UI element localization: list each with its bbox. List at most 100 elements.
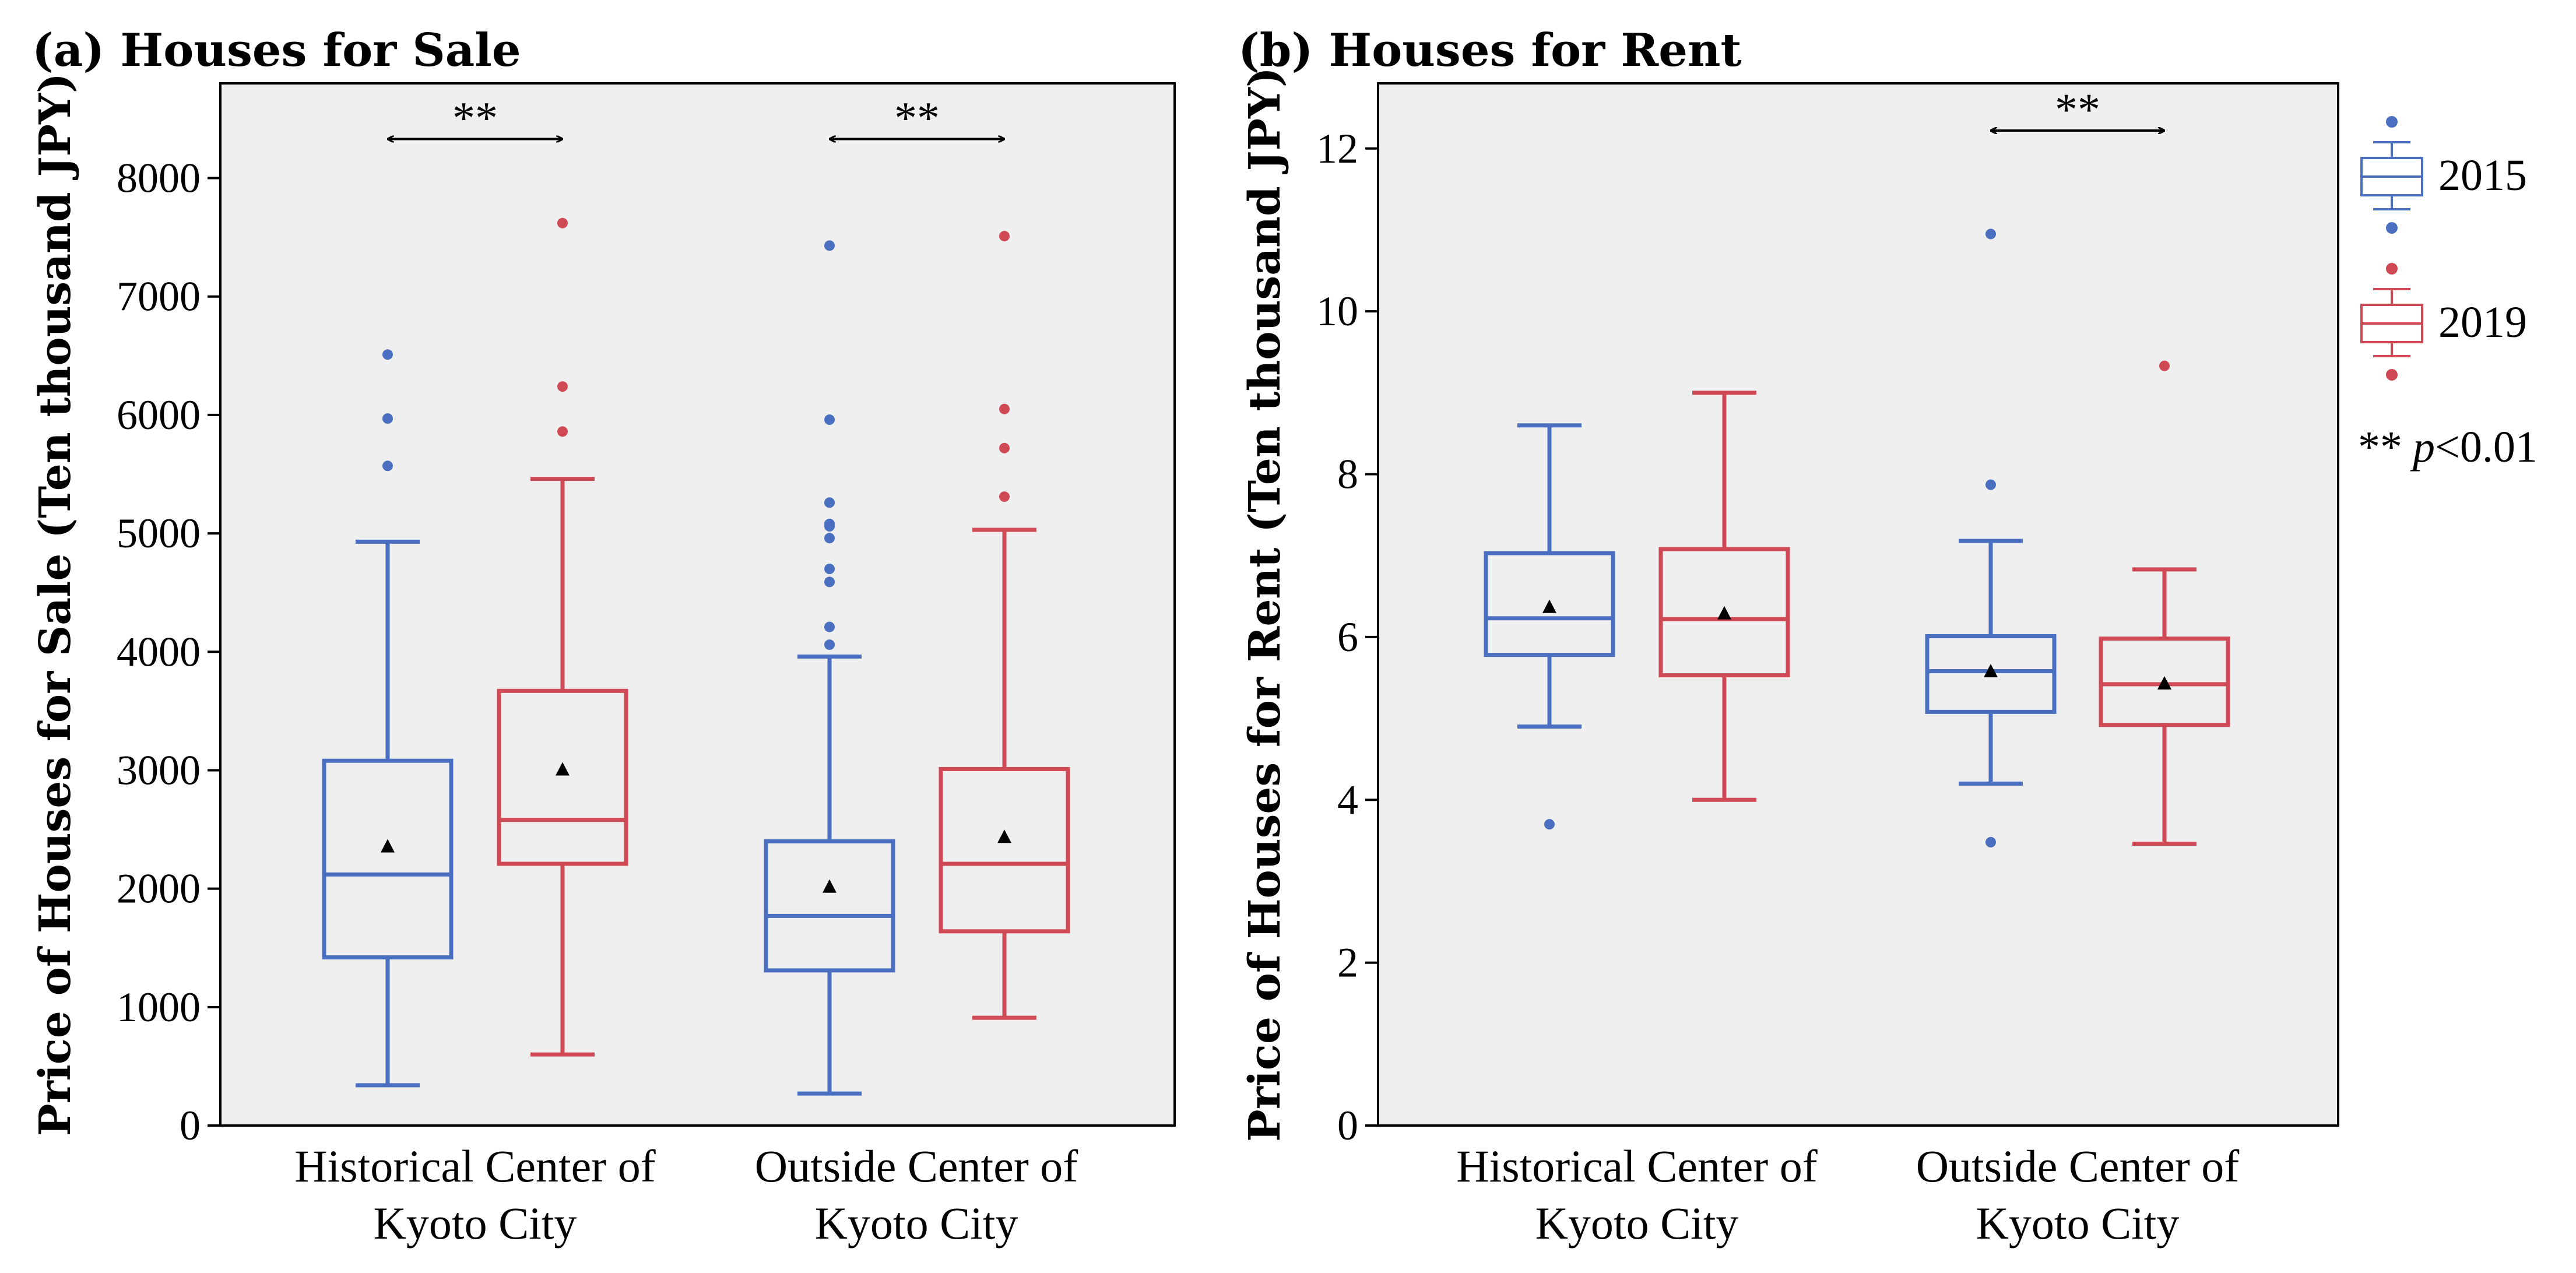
significance-label: ** <box>452 92 498 143</box>
outlier-point <box>557 381 568 392</box>
box-2015-category-1 <box>1484 423 1615 830</box>
significance-label: ** <box>894 92 940 143</box>
mean-marker <box>556 762 570 776</box>
legend-item-2015: 2015 <box>2360 116 2527 234</box>
panel-a-category-1-line2: Kyoto City <box>374 1198 577 1249</box>
outlier-point <box>1985 228 1996 240</box>
panel-b-y-ticks: 0 2 4 6 8 10 12 <box>1316 125 1378 1149</box>
y-tick-label: 7000 <box>117 273 201 320</box>
iqr-box <box>764 839 895 973</box>
panel-b-category-1-line2: Kyoto City <box>1535 1198 1739 1249</box>
panel-a-title: (a) Houses for Sale <box>32 24 521 77</box>
y-tick-label: 1000 <box>117 984 201 1031</box>
y-tick-label: 8000 <box>117 155 201 202</box>
y-tick-label: 4000 <box>117 628 201 675</box>
y-tick-label: 2 <box>1337 940 1358 986</box>
panel-b-title: (b) Houses for Rent <box>1238 24 1742 77</box>
mean-marker <box>1717 606 1731 620</box>
box-2015-category-2 <box>1925 228 2057 848</box>
significance-bracket: ** <box>388 92 563 143</box>
outlier-point <box>999 442 1010 453</box>
legend-item-2019: 2019 <box>2360 263 2527 381</box>
legend: 2015 2019 ** p<0.01 <box>2358 116 2538 472</box>
y-tick-label: 8 <box>1337 451 1358 498</box>
outlier-point <box>382 413 393 424</box>
outlier-point <box>999 403 1010 414</box>
outlier-point <box>824 497 835 508</box>
outlier-point <box>824 621 835 632</box>
panel-a-boxes: ** ** <box>322 92 1070 1096</box>
iqr-box <box>939 766 1070 934</box>
iqr-box <box>2099 636 2230 727</box>
panel-b-plot-area <box>1377 82 2339 1127</box>
significance-bracket: ** <box>1991 84 2164 135</box>
box-2019-category-1 <box>1658 391 1790 802</box>
panel-a-category-2-line2: Kyoto City <box>815 1198 1018 1249</box>
legend-outlier-top <box>2386 116 2398 128</box>
panel-a-category-2-line1: Outside Center of <box>755 1141 1078 1191</box>
outlier-point <box>382 349 393 360</box>
outlier-point <box>557 426 568 437</box>
panel-a-y-axis-label: Price of Houses for Sale (Ten thousand J… <box>30 73 80 1136</box>
legend-2015-box-glyph <box>2360 116 2423 234</box>
outlier-point <box>2159 360 2170 371</box>
legend-note-stars: ** <box>2358 423 2402 472</box>
box-2019-category-1 <box>497 217 628 1057</box>
outlier-point <box>824 533 835 544</box>
box-2019-category-2 <box>939 231 1070 1020</box>
iqr-box <box>1484 551 1615 657</box>
outlier-point <box>1985 836 1996 848</box>
outlier-point <box>824 564 835 575</box>
outlier-point <box>999 491 1010 502</box>
legend-significance-note: ** p<0.01 <box>2358 423 2538 472</box>
y-tick-label: 0 <box>180 1102 201 1149</box>
legend-outlier-top <box>2386 263 2398 275</box>
y-tick-label: 2000 <box>117 866 201 912</box>
significance-label: ** <box>2055 84 2100 135</box>
legend-2019-box-glyph <box>2360 263 2423 381</box>
outlier-point <box>1985 479 1996 490</box>
mean-marker <box>1542 599 1556 613</box>
iqr-box <box>1658 547 1790 678</box>
y-tick-label: 5000 <box>117 510 201 557</box>
panel-b-category-2-line1: Outside Center of <box>1916 1141 2240 1191</box>
outlier-point <box>824 240 835 251</box>
y-tick-label: 10 <box>1316 288 1358 335</box>
mean-marker <box>823 879 837 893</box>
mean-marker <box>997 829 1011 843</box>
mean-marker <box>2157 676 2171 690</box>
panel-a: (a) Houses for Sale Price of Houses for … <box>30 24 1176 1249</box>
legend-outlier-bottom <box>2386 222 2398 234</box>
legend-note-threshold: <0.01 <box>2435 423 2538 472</box>
box-2015-category-2 <box>764 240 895 1096</box>
outlier-point <box>999 231 1010 242</box>
box-2019-category-2 <box>2099 360 2230 846</box>
outlier-point <box>1544 819 1555 830</box>
panel-b-y-axis-label: Price of Houses for Rent (Ten thousand J… <box>1240 67 1290 1142</box>
panel-b-category-2-line2: Kyoto City <box>1976 1198 2180 1249</box>
y-tick-label: 3000 <box>117 747 201 793</box>
outlier-point <box>824 639 835 650</box>
panel-b-category-1-line1: Historical Center of <box>1456 1141 1817 1191</box>
mean-marker <box>381 839 395 853</box>
outlier-point <box>557 217 568 228</box>
legend-note-p: p <box>2410 423 2435 472</box>
significance-bracket: ** <box>830 92 1004 143</box>
iqr-box <box>1925 634 2057 714</box>
panel-a-category-1-line1: Historical Center of <box>294 1141 655 1191</box>
y-tick-label: 0 <box>1337 1102 1358 1149</box>
legend-2015-label: 2015 <box>2438 151 2527 200</box>
mean-marker <box>1984 663 1998 677</box>
legend-outlier-bottom <box>2386 369 2398 381</box>
y-tick-label: 4 <box>1337 776 1358 823</box>
y-tick-label: 6000 <box>117 392 201 438</box>
panel-a-y-ticks: 0 1000 2000 3000 4000 5000 6000 7000 8000 <box>117 155 220 1149</box>
outlier-point <box>382 460 393 472</box>
panel-b: (b) Houses for Rent Price of Houses for … <box>1238 24 2339 1249</box>
box-2015-category-1 <box>322 349 454 1088</box>
iqr-box <box>322 758 454 959</box>
legend-2019-label: 2019 <box>2438 298 2527 347</box>
y-tick-label: 12 <box>1316 125 1358 172</box>
outlier-point <box>824 576 835 588</box>
